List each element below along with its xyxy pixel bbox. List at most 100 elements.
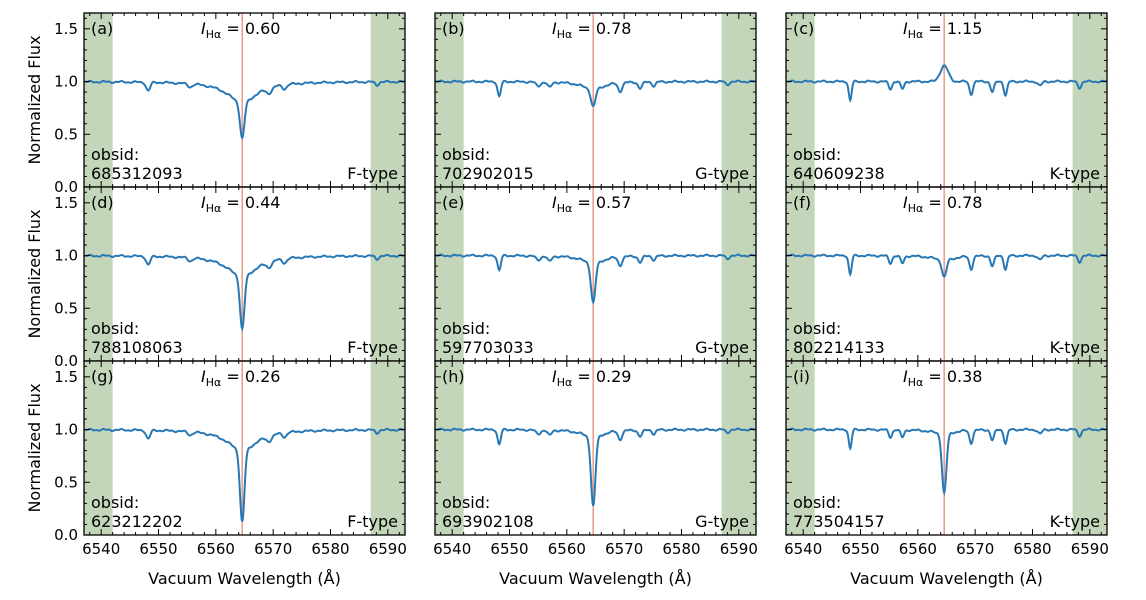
obsid-label: obsid: [442, 319, 490, 338]
obsid-label: obsid: [91, 145, 139, 164]
y-tick-label: 1.5 [54, 20, 78, 38]
halpha-index: IHα = 0.60 [201, 19, 280, 41]
continuum-band [786, 187, 815, 361]
spectral-type: F-type [347, 512, 398, 531]
x-tick-label: 6560 [899, 540, 937, 558]
continuum-band [1072, 13, 1107, 187]
panel-label: (b) [442, 19, 465, 38]
obsid-label: obsid: [793, 493, 841, 512]
obsid-value: 802214133 [793, 338, 885, 357]
spectrum-series [786, 427, 1107, 497]
halpha-index: IHα = 0.57 [552, 193, 631, 215]
continuum-band [84, 187, 113, 361]
y-axis-title: Normalized Flux [25, 209, 44, 338]
continuum-band [370, 361, 405, 535]
y-tick-label: 1.0 [54, 73, 78, 91]
spectrum-series [84, 253, 405, 332]
x-tick-label: 6550 [490, 540, 528, 558]
panel-c: (c) IHα = 1.15 obsid:640609238 K-type [785, 12, 1108, 188]
obsid-value: 702902015 [442, 164, 534, 183]
panel-frame [434, 360, 757, 536]
halpha-index: IHα = 1.15 [903, 19, 982, 41]
obsid-value: 788108063 [91, 338, 183, 357]
spectral-type: G-type [695, 164, 749, 183]
x-tick-label: 6550 [139, 540, 177, 558]
halpha-index: IHα = 0.29 [552, 367, 631, 389]
spectrum-series [84, 427, 405, 522]
continuum-band [721, 187, 756, 361]
continuum-band [435, 13, 464, 187]
continuum-band [84, 361, 113, 535]
continuum-band [1072, 187, 1107, 361]
continuum-band [84, 13, 113, 187]
halpha-index: IHα = 0.26 [201, 367, 280, 389]
obsid-label: obsid: [442, 145, 490, 164]
x-tick-label: 6590 [1071, 540, 1109, 558]
continuum-band [435, 361, 464, 535]
panel-label: (h) [442, 367, 465, 386]
panel-i: 6540 6550 6560 6570 6580 6590 (i) IHα = 0.38 obs… [784, 360, 1109, 558]
panel-label: (a) [91, 19, 113, 38]
x-axis-title: Vacuum Wavelength (Å) [148, 569, 341, 588]
x-tick-label: 6560 [548, 540, 586, 558]
spectrum-series [786, 64, 1107, 103]
continuum-band [435, 187, 464, 361]
continuum-band [370, 187, 405, 361]
spectrum-series [435, 79, 756, 108]
panel-frame [785, 360, 1108, 536]
continuum-band [721, 361, 756, 535]
panel-label: (d) [91, 193, 114, 212]
x-axis-title: Vacuum Wavelength (Å) [499, 569, 692, 588]
obsid-label: obsid: [91, 319, 139, 338]
obsid-label: obsid: [91, 493, 139, 512]
spectral-type: G-type [695, 338, 749, 357]
panel-b: (b) IHα = 0.78 obsid:702902015 G-type [434, 12, 757, 188]
x-tick-label: 6540 [784, 540, 822, 558]
spectral-type: F-type [347, 338, 398, 357]
x-tick-label: 6580 [311, 540, 349, 558]
panel-label: (i) [793, 367, 810, 386]
spectral-type: K-type [1050, 512, 1100, 531]
y-tick-label: 0.5 [54, 473, 78, 491]
x-tick-label: 6580 [662, 540, 700, 558]
y-tick-label: 0.0 [54, 352, 78, 370]
x-tick-label: 6540 [82, 540, 120, 558]
x-tick-label: 6570 [956, 540, 994, 558]
panel-label: (c) [793, 19, 814, 38]
obsid-value: 623212202 [91, 512, 183, 531]
obsid-label: obsid: [793, 319, 841, 338]
spectrum-series [435, 253, 756, 305]
x-tick-label: 6560 [197, 540, 235, 558]
panel-label: (e) [442, 193, 464, 212]
spectral-type: G-type [695, 512, 749, 531]
x-tick-label: 6540 [433, 540, 471, 558]
spectrum-series [786, 253, 1107, 278]
panel-d: 0.0 0.5 1.0 1.5 (d) IHα = 0.44 obsid:788108063… [54, 186, 406, 370]
spectral-type: K-type [1050, 338, 1100, 357]
panel-a: 0.0 0.5 1.0 1.5 (a) IHα = 0.60 obsid:685312093… [54, 12, 406, 196]
spectral-type: K-type [1050, 164, 1100, 183]
panel-label: (g) [91, 367, 114, 386]
spectrum-series [84, 79, 405, 141]
y-tick-label: 1.0 [54, 247, 78, 265]
obsid-label: obsid: [793, 145, 841, 164]
panel-h: 6540 6550 6560 6570 6580 6590 (h) IHα = 0.29 obs… [433, 360, 758, 558]
continuum-band [370, 13, 405, 187]
obsid-value: 773504157 [793, 512, 885, 531]
spectral-type: F-type [347, 164, 398, 183]
panel-e: (e) IHα = 0.57 obsid:597703033 G-type [434, 186, 757, 362]
halpha-index: IHα = 0.44 [201, 193, 280, 215]
y-tick-label: 0.5 [54, 299, 78, 317]
obsid-value: 693902108 [442, 512, 534, 531]
continuum-band [786, 361, 815, 535]
spectrum-series [435, 427, 756, 507]
x-axis-title: Vacuum Wavelength (Å) [850, 569, 1043, 588]
y-tick-label: 0.0 [54, 178, 78, 196]
y-tick-label: 1.0 [54, 421, 78, 439]
panel-g: 6540 6550 6560 6570 6580 6590 0.0 0.5 1.0 1.5 (g) I… [54, 360, 407, 558]
y-tick-label: 1.5 [54, 194, 78, 212]
y-tick-label: 0.5 [54, 125, 78, 143]
panel-f: (f) IHα = 0.78 obsid:802214133 K-type [785, 186, 1108, 362]
y-tick-label: 0.0 [54, 526, 78, 544]
